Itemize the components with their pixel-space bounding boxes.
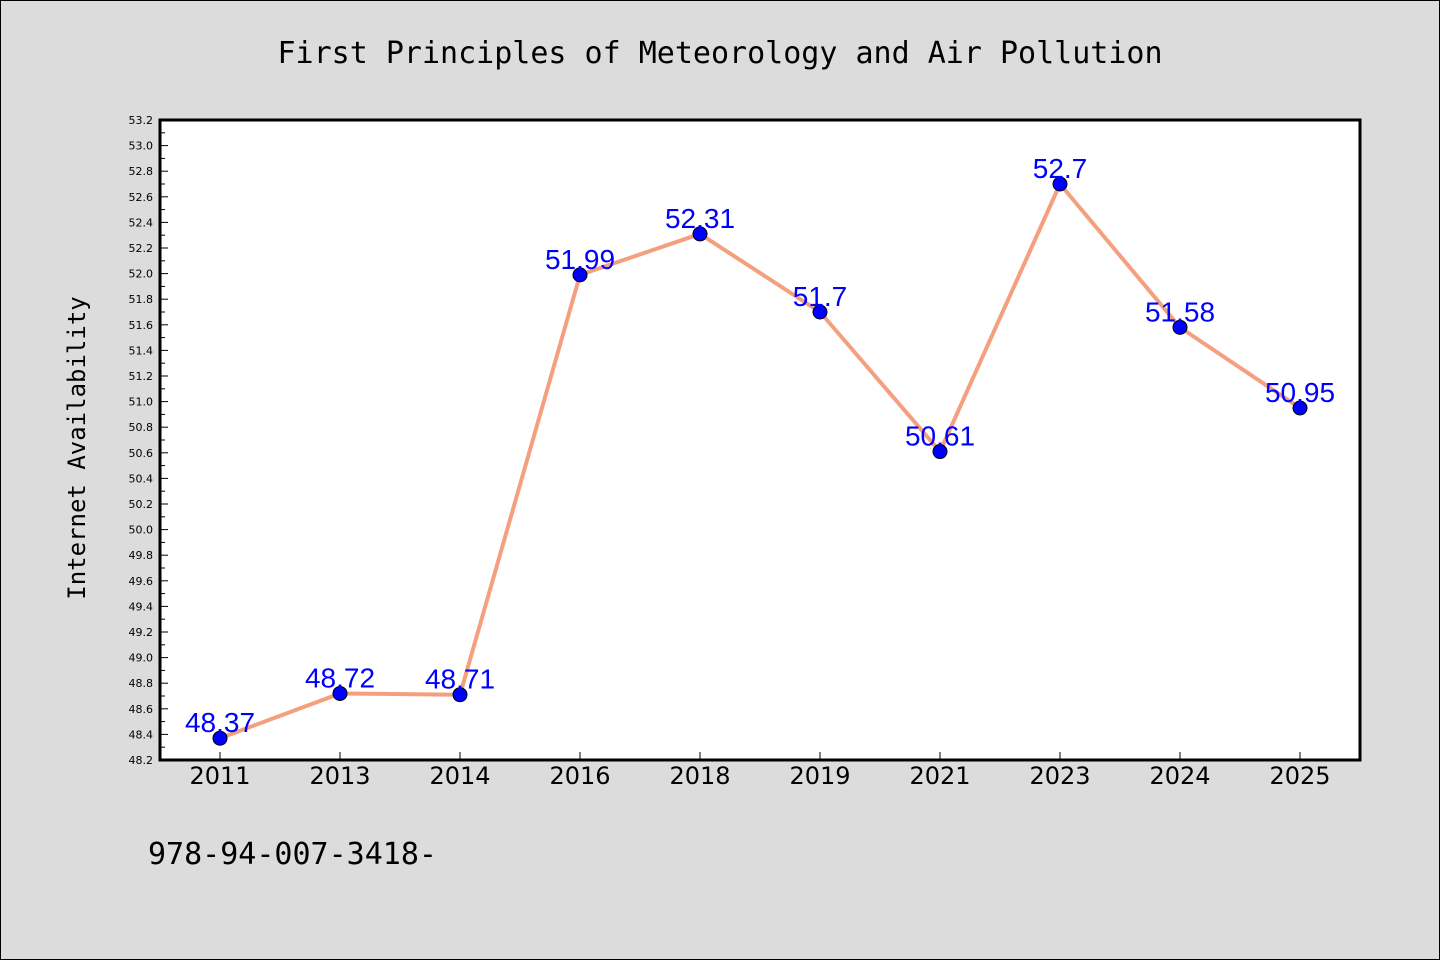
y-tick-label: 51.4 [129, 344, 154, 357]
series-line-group [218, 182, 1302, 741]
y-tick-label: 52.8 [129, 165, 154, 178]
y-tick-label: 49.2 [129, 626, 154, 639]
y-tick-label: 52.4 [129, 216, 154, 229]
data-point [212, 730, 228, 746]
y-tick-label: 49.6 [129, 575, 154, 588]
y-tick-label: 51.2 [129, 370, 154, 383]
data-markers [212, 176, 1308, 746]
data-point [572, 267, 588, 283]
data-point [452, 687, 468, 703]
footer-text: 978-94-007-3418- [148, 837, 437, 872]
y-axis-label: Internet Availability [63, 296, 91, 599]
x-axis: 2011 2013 2014 2016 2018 2019 2021 2023 2024 2025 [189, 752, 1331, 790]
y-tick-label: 49.0 [129, 652, 154, 665]
y-tick-label: 53.2 [129, 114, 154, 127]
data-label: 51.99 [545, 244, 615, 275]
data-label: 52.7 [1033, 153, 1088, 184]
data-point [332, 685, 348, 701]
y-tick-label: 52.2 [129, 242, 154, 255]
x-tick-label: 2025 [1269, 762, 1330, 790]
y-tick-label: 50.8 [129, 421, 154, 434]
data-label: 50.95 [1265, 377, 1335, 408]
y-tick-label: 49.8 [129, 549, 154, 562]
y-tick-label: 49.4 [129, 600, 154, 613]
data-point [1052, 176, 1068, 192]
x-tick-label: 2014 [429, 762, 490, 790]
series-line [218, 182, 1302, 741]
y-tick-label: 51.0 [129, 396, 154, 409]
y-tick-label: 48.4 [129, 728, 154, 741]
chart-title: First Principles of Meteorology and Air … [277, 36, 1162, 71]
data-label: 48.37 [185, 707, 255, 738]
data-label: 48.72 [305, 662, 375, 693]
x-tick-label: 2018 [669, 762, 730, 790]
y-tick-label: 52.0 [129, 268, 154, 281]
data-point [1292, 400, 1308, 416]
x-tick-label: 2019 [789, 762, 850, 790]
y-tick-label: 50.2 [129, 498, 154, 511]
y-tick-label: 48.6 [129, 703, 154, 716]
x-tick-label: 2024 [1149, 762, 1210, 790]
data-point [932, 444, 948, 460]
data-labels: 48.37 48.72 48.71 51.99 52.31 51.7 50.61 52.7 51… [185, 153, 1335, 738]
data-label: 51.58 [1145, 296, 1215, 327]
y-axis: 48.2 48.4 48.6 48.8 49.0 49.2 49.4 49.6 49.8 50.0… [129, 114, 168, 767]
y-tick-label: 50.0 [129, 524, 154, 537]
y-tick-label: 51.8 [129, 293, 154, 306]
y-tick-label: 52.6 [129, 191, 154, 204]
y-tick-label: 51.6 [129, 319, 154, 332]
y-tick-label: 50.4 [129, 472, 154, 485]
y-tick-label: 48.2 [129, 754, 154, 767]
x-tick-label: 2013 [309, 762, 370, 790]
data-label: 51.7 [793, 281, 848, 312]
x-tick-label: 2023 [1029, 762, 1090, 790]
plot-area [158, 118, 1362, 762]
x-tick-label: 2021 [909, 762, 970, 790]
x-tick-label: 2011 [189, 762, 250, 790]
x-tick-label: 2016 [549, 762, 610, 790]
data-label: 48.71 [425, 664, 495, 695]
data-point [692, 226, 708, 242]
data-label: 50.61 [905, 421, 975, 452]
data-point [812, 304, 828, 320]
y-tick-label: 50.6 [129, 447, 154, 460]
y-tick-label: 48.8 [129, 677, 154, 690]
data-point [1172, 319, 1188, 335]
data-label: 52.31 [665, 203, 735, 234]
y-tick-label: 53.0 [129, 140, 154, 153]
